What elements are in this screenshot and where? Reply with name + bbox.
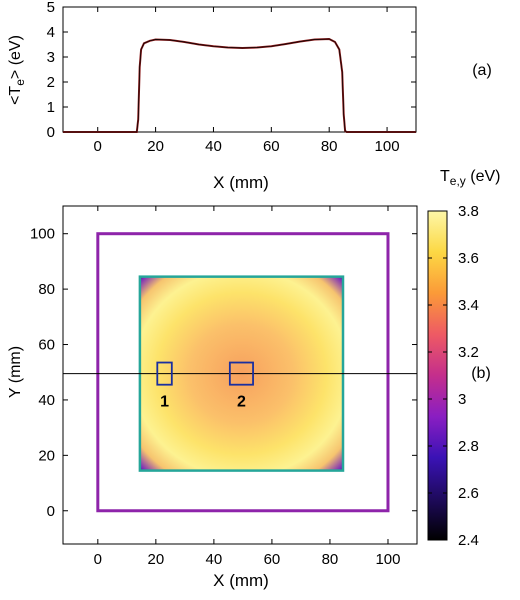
- x-tick-label: 0: [94, 551, 102, 568]
- plot-frame: [62, 205, 418, 545]
- colorbar: 3.8 3.6 3.4 3.2 3 2.8 2.6 2.4 Te,y (eV): [427, 168, 500, 549]
- colorbar-tick-label: 3: [458, 391, 466, 408]
- series-line-core: [63, 38, 416, 133]
- x-tick-label: 100: [375, 138, 400, 155]
- x-tick-label: 100: [375, 551, 400, 568]
- panel-label-a: (a): [472, 62, 492, 79]
- y-axis-label-sub: e: [13, 79, 27, 86]
- panel-a: 0 20 40 60 80 100 0 1 2 3 4 5 X (mm) <Te> (eV) (a): [7, 0, 492, 192]
- x-tick-label: 80: [321, 138, 338, 155]
- colorbar-tick-label: 3.2: [458, 344, 479, 361]
- y-tick-label: 3: [47, 49, 55, 66]
- colorbar-tick-label: 3.8: [458, 203, 479, 220]
- series-line: [63, 37, 416, 133]
- colorbar-tick-label: 2.6: [458, 485, 479, 502]
- colorbar-title: Te,y (eV): [440, 168, 500, 188]
- y-tick-label: 100: [30, 226, 55, 243]
- y-tick-label: 40: [38, 392, 55, 409]
- panel-label-b: (b): [471, 365, 491, 382]
- y-axis-label: Y (mm): [7, 346, 24, 398]
- x-tick-label: 0: [94, 138, 102, 155]
- colorbar-title-sub: e,y: [450, 174, 466, 188]
- y-axis-label-tail: > (eV): [7, 35, 24, 79]
- y-tick-label: 5: [47, 0, 55, 16]
- x-tick-label: 20: [147, 138, 164, 155]
- y-tick-label: 0: [47, 503, 55, 520]
- y-tick-label: 4: [47, 24, 55, 41]
- colorbar-tick-label: 2.8: [458, 438, 479, 455]
- x-tick-label: 60: [264, 551, 281, 568]
- colorbar-tick-label: 3.4: [458, 297, 479, 314]
- y-tick-label: 0: [47, 124, 55, 141]
- y-tick-label: 1: [47, 99, 55, 116]
- box-label-1: 1: [160, 394, 169, 411]
- y-tick-label: 60: [38, 337, 55, 354]
- box-label-2: 2: [237, 394, 246, 411]
- colorbar-title-main: T: [440, 168, 450, 185]
- colorbar-scale: [427, 210, 448, 541]
- plot-frame: [62, 6, 417, 133]
- x-tick-label: 40: [206, 551, 223, 568]
- x-tick-label: 80: [322, 551, 339, 568]
- x-axis-label: X (mm): [213, 571, 269, 590]
- x-tick-label: 20: [148, 551, 165, 568]
- x-tick-label: 40: [205, 138, 222, 155]
- x-tick-label: 60: [263, 138, 280, 155]
- colorbar-tick-label: 2.4: [458, 532, 479, 549]
- box-1: [156, 361, 173, 386]
- colorbar-title-tail: (eV): [466, 168, 501, 185]
- y-tick-label: 2: [47, 74, 55, 91]
- x-axis-label: X (mm): [213, 173, 269, 192]
- y-axis-label-main: <T: [7, 86, 24, 105]
- y-tick-label: 20: [38, 447, 55, 464]
- outer-square: [96, 232, 390, 513]
- y-axis-label: <Te> (eV): [7, 35, 27, 105]
- colorbar-tick-label: 3.6: [458, 250, 479, 267]
- box-2: [228, 361, 254, 386]
- y-tick-label: 80: [38, 281, 55, 298]
